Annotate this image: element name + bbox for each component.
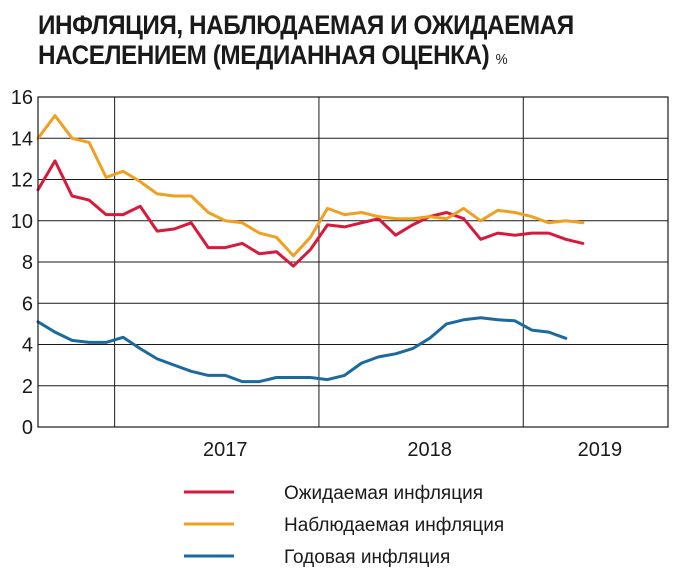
series-line-1 xyxy=(36,159,585,268)
chart-title: ИНФЛЯЦИЯ, НАБЛЮДАЕМАЯ И ОЖИДАЕМАЯ НАСЕЛЕ… xyxy=(38,10,605,75)
y-tick-label: 4 xyxy=(22,335,33,357)
x-year-label: 2017 xyxy=(203,439,248,461)
y-tick-label: 0 xyxy=(22,417,33,439)
x-year-label: 2019 xyxy=(578,439,623,461)
chart-legend: Ожидаемая инфляция Наблюдаемая инфляция Го… xyxy=(184,483,504,568)
chart-series xyxy=(36,114,585,384)
y-tick-label: 2 xyxy=(22,376,33,398)
y-tick-label: 6 xyxy=(22,293,33,315)
chart-grid xyxy=(38,96,668,428)
plot-frame xyxy=(37,96,669,428)
chart-title-unit: % xyxy=(495,51,508,68)
legend-label: Наблюдаемая инфляция xyxy=(284,515,504,536)
y-tick-label: 14 xyxy=(11,128,33,150)
y-tick-label: 8 xyxy=(22,252,33,274)
series-line-3 xyxy=(36,316,568,384)
chart-axes: 0 2 4 6 8 10 12 14 16 2017 2018 2019 xyxy=(11,87,622,461)
legend-label: Годовая инфляция xyxy=(284,547,450,568)
series-line-2 xyxy=(36,114,585,258)
legend-label: Ожидаемая инфляция xyxy=(284,483,483,504)
x-year-label: 2018 xyxy=(407,439,452,461)
chart-title-text: ИНФЛЯЦИЯ, НАБЛЮДАЕМАЯ И ОЖИДАЕМАЯ НАСЕЛЕ… xyxy=(38,10,574,70)
y-tick-label: 16 xyxy=(11,87,33,109)
y-tick-label: 12 xyxy=(11,170,33,192)
y-tick-label: 10 xyxy=(11,211,33,233)
